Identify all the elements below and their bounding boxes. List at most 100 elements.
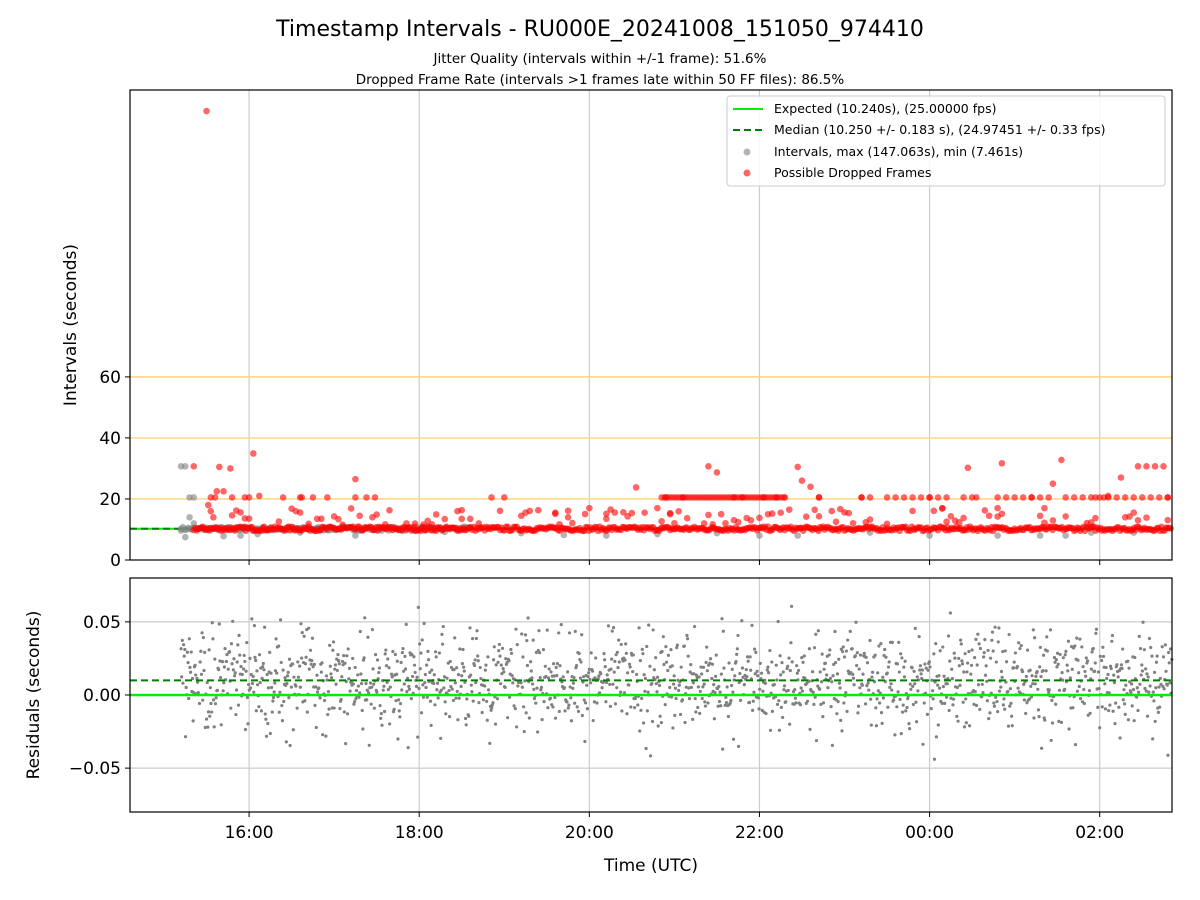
residual-point xyxy=(985,699,990,703)
residual-point xyxy=(926,668,930,672)
residual-point xyxy=(1050,721,1055,725)
residual-point xyxy=(719,672,723,676)
residual-point xyxy=(776,619,780,624)
residual-point xyxy=(1031,682,1035,686)
residual-point xyxy=(794,701,798,705)
residual-point xyxy=(958,683,962,688)
residual-point xyxy=(721,747,725,751)
dropped-frame-point xyxy=(324,494,331,501)
residual-point xyxy=(1136,708,1140,713)
residual-point xyxy=(353,665,357,670)
residual-point xyxy=(811,690,815,694)
x-tick-label: 00:00 xyxy=(905,823,954,843)
residual-point xyxy=(1140,663,1144,667)
residual-point xyxy=(977,642,981,646)
residual-point xyxy=(897,670,901,674)
residual-point xyxy=(532,687,536,691)
residual-point xyxy=(507,659,511,663)
residual-point xyxy=(417,686,421,691)
residual-point xyxy=(181,681,185,685)
interval-point xyxy=(1062,532,1069,539)
residual-point xyxy=(1022,698,1027,702)
residual-point xyxy=(292,675,296,679)
top-y-tick-label: 60 xyxy=(99,368,121,388)
residual-point xyxy=(742,683,746,687)
dropped-frame-point xyxy=(1126,513,1133,520)
residual-point xyxy=(592,700,597,704)
residual-point xyxy=(1057,688,1062,692)
residual-point xyxy=(750,623,754,627)
residual-point xyxy=(1153,719,1157,724)
residual-point xyxy=(722,666,726,670)
residual-point xyxy=(314,685,318,689)
residual-point xyxy=(1085,659,1090,663)
residual-point xyxy=(1145,714,1150,718)
residual-point xyxy=(248,656,252,660)
residual-point xyxy=(199,649,203,653)
residual-point xyxy=(277,710,281,714)
residual-point xyxy=(233,674,237,678)
residual-point xyxy=(943,701,947,705)
residual-point xyxy=(1019,643,1023,648)
residual-point xyxy=(886,705,890,709)
residual-point xyxy=(503,685,507,689)
residual-point xyxy=(751,708,755,712)
residual-point xyxy=(340,675,344,679)
residual-point xyxy=(613,659,617,663)
residual-point xyxy=(286,670,290,675)
dropped-frame-point xyxy=(1028,494,1035,501)
residual-point xyxy=(369,702,373,706)
residual-point xyxy=(1033,682,1037,686)
residual-point xyxy=(757,707,761,711)
residual-point xyxy=(936,683,940,687)
residual-point xyxy=(475,629,479,633)
residual-point xyxy=(1151,737,1155,741)
residual-point xyxy=(569,719,574,723)
residual-point xyxy=(1007,632,1011,637)
residual-point xyxy=(1063,687,1067,691)
dropped-frame-point xyxy=(1041,519,1048,527)
residual-point xyxy=(745,675,749,679)
dropped-frame-point xyxy=(628,509,636,517)
residual-point xyxy=(213,657,217,661)
residual-point xyxy=(468,626,472,630)
residual-point xyxy=(347,666,352,670)
residual-point xyxy=(231,619,235,623)
residual-point xyxy=(599,672,603,676)
dropped-frame-point xyxy=(866,516,874,523)
residual-point xyxy=(566,670,570,674)
residual-point xyxy=(1070,667,1074,671)
intervals-y-axis-label: Intervals (seconds) xyxy=(61,244,81,406)
dropped-frame-point xyxy=(1130,509,1138,516)
residual-point xyxy=(579,660,583,664)
residual-point xyxy=(796,678,800,682)
residual-point xyxy=(521,655,525,659)
residual-point xyxy=(231,668,235,672)
dropped-frame-point xyxy=(1049,517,1057,524)
residual-point xyxy=(766,665,770,669)
residual-point xyxy=(370,628,375,632)
dropped-frame-point xyxy=(1134,517,1142,524)
residual-point xyxy=(1055,665,1059,669)
residual-point xyxy=(1026,648,1030,652)
residual-point xyxy=(243,727,248,732)
residual-point xyxy=(1044,669,1048,673)
residual-point xyxy=(605,673,609,677)
dropped-frame-point xyxy=(1155,494,1163,501)
residual-point xyxy=(793,688,797,692)
residual-point xyxy=(672,674,676,678)
residual-point xyxy=(289,685,294,689)
residual-point xyxy=(362,656,366,660)
dropped-frame-point xyxy=(739,494,746,501)
residuals-y-axis-label: Residuals (seconds) xyxy=(24,611,44,780)
residual-point xyxy=(786,688,790,693)
dropped-frame-point xyxy=(475,520,483,527)
residual-point xyxy=(465,697,469,701)
dropped-frame-point xyxy=(352,494,359,501)
residual-point xyxy=(243,659,247,664)
residual-point xyxy=(269,671,273,675)
residual-point xyxy=(701,685,705,689)
residual-point xyxy=(426,649,430,653)
residual-point xyxy=(738,698,743,702)
dropped-frame-point xyxy=(671,519,678,527)
